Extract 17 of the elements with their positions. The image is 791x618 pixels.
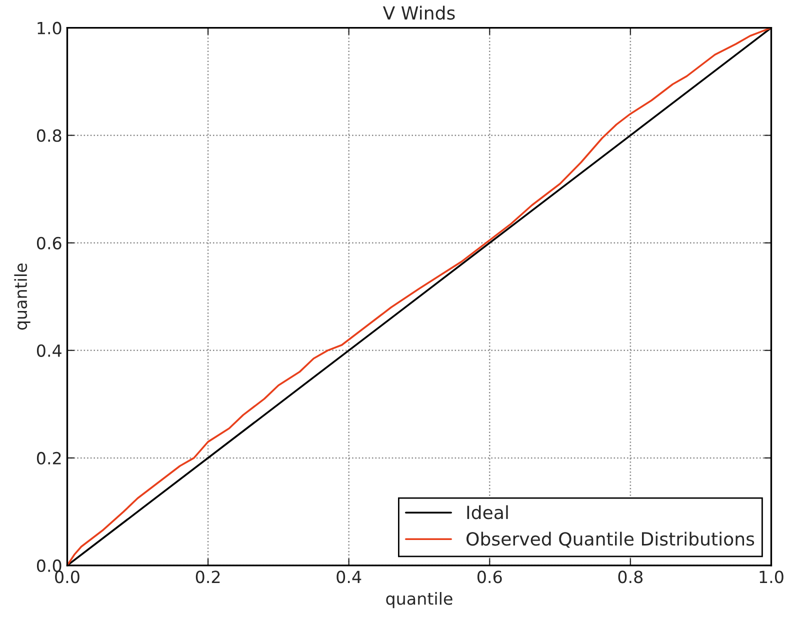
x-tick-label: 0.2 (196, 570, 220, 584)
x-tick-label: 0.0 (55, 570, 80, 584)
chart-title: V Winds (382, 6, 455, 20)
x-tick-label: 0.4 (336, 570, 362, 584)
y-axis-title: quantile (14, 264, 30, 330)
legend-label: Observed Quantile Distributions (466, 532, 754, 548)
y-tick-label: 0.6 (36, 236, 62, 250)
y-tick-label: 0.2 (36, 452, 61, 465)
x-axis-title: quantile (386, 592, 452, 608)
y-tick-label: 0.8 (36, 129, 62, 142)
x-tick-label: 0.6 (477, 570, 502, 584)
y-tick-label: 1.0 (38, 22, 62, 34)
y-tick-label: 0.4 (36, 344, 62, 357)
x-tick-label: 0.8 (618, 570, 643, 584)
y-tick-label: 0.0 (36, 559, 62, 572)
x-tick-label: 1.0 (760, 570, 784, 584)
legend-label: Ideal (467, 505, 508, 520)
